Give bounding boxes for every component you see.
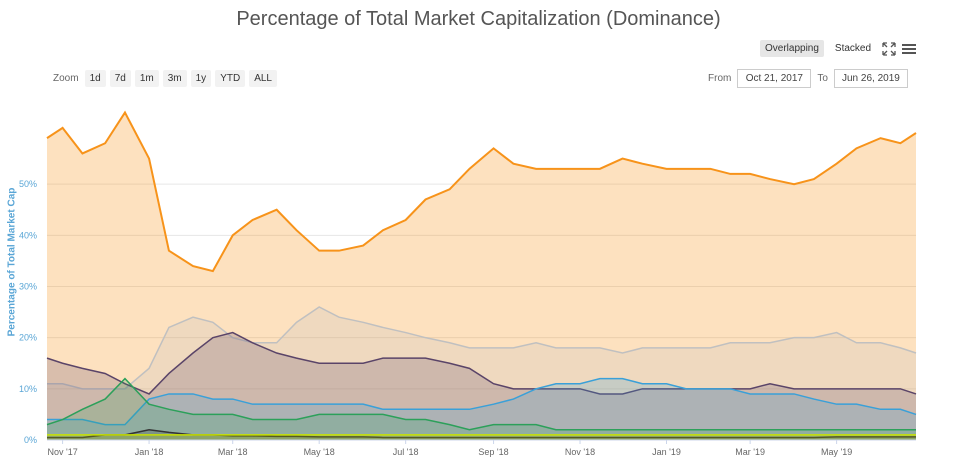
date-range: From Oct 21, 2017 To Jun 26, 2019 [708, 69, 908, 88]
zoom-7d-button[interactable]: 7d [109, 70, 131, 87]
series-line-2 [46, 331, 917, 395]
x-tick-label: Jan '18 [135, 447, 164, 457]
series-line-4 [46, 377, 916, 431]
from-label: From [708, 73, 732, 84]
x-tick-label: Mar '19 [735, 447, 765, 457]
x-tick-label: Nov '18 [565, 447, 595, 457]
zoom-ytd-button[interactable]: YTD [215, 70, 246, 87]
x-tick-label: Mar '18 [218, 447, 248, 457]
zoom-1m-button[interactable]: 1m [134, 70, 159, 87]
x-tick-label: Jul '18 [393, 447, 419, 457]
series-area-2 [47, 332, 916, 440]
to-date-input[interactable]: Jun 26, 2019 [833, 69, 908, 88]
x-tick-label: Jan '19 [652, 447, 681, 457]
zoom-3m-button[interactable]: 3m [162, 70, 187, 87]
series-line-0 [46, 110, 917, 273]
series-area-5 [47, 429, 916, 440]
series-area-4 [47, 378, 916, 440]
to-label: To [817, 73, 828, 84]
zoom-1d-button[interactable]: 1d [84, 70, 106, 87]
zoom-label: Zoom [53, 73, 79, 84]
stacked-button[interactable]: Stacked [834, 43, 872, 54]
x-tick-label: Sep '18 [478, 447, 508, 457]
series-line-3 [47, 377, 917, 426]
y-tick-label: 10% [19, 384, 37, 394]
expand-arrows-icon[interactable] [882, 41, 896, 56]
zoom-all-button[interactable]: ALL [249, 70, 277, 87]
series-line-1 [47, 306, 917, 390]
zoom-controls: Zoom 1d 7d 1m 3m 1y YTD ALL [53, 70, 277, 87]
overlapping-button[interactable]: Overlapping [760, 40, 824, 57]
from-date-input[interactable]: Oct 21, 2017 [737, 69, 812, 88]
series-area-0 [47, 112, 916, 441]
y-tick-label: 0% [24, 435, 37, 445]
y-tick-label: 40% [19, 230, 37, 240]
x-tick-label: May '18 [304, 447, 335, 457]
chart-title: Percentage of Total Market Capitalizatio… [236, 8, 721, 30]
y-tick-label: 20% [19, 333, 37, 343]
x-tick-label: May '19 [821, 447, 852, 457]
series-area-6 [47, 434, 916, 440]
series-area-3 [47, 378, 916, 440]
zoom-1y-button[interactable]: 1y [190, 70, 212, 87]
y-tick-label: 50% [19, 179, 37, 189]
series-area-1 [47, 306, 916, 440]
y-tick-label: 30% [19, 282, 37, 292]
hamburger-menu-icon[interactable] [902, 42, 917, 56]
x-tick-label: Nov '17 [47, 447, 77, 457]
view-toggle: Overlapping Stacked [760, 40, 917, 57]
